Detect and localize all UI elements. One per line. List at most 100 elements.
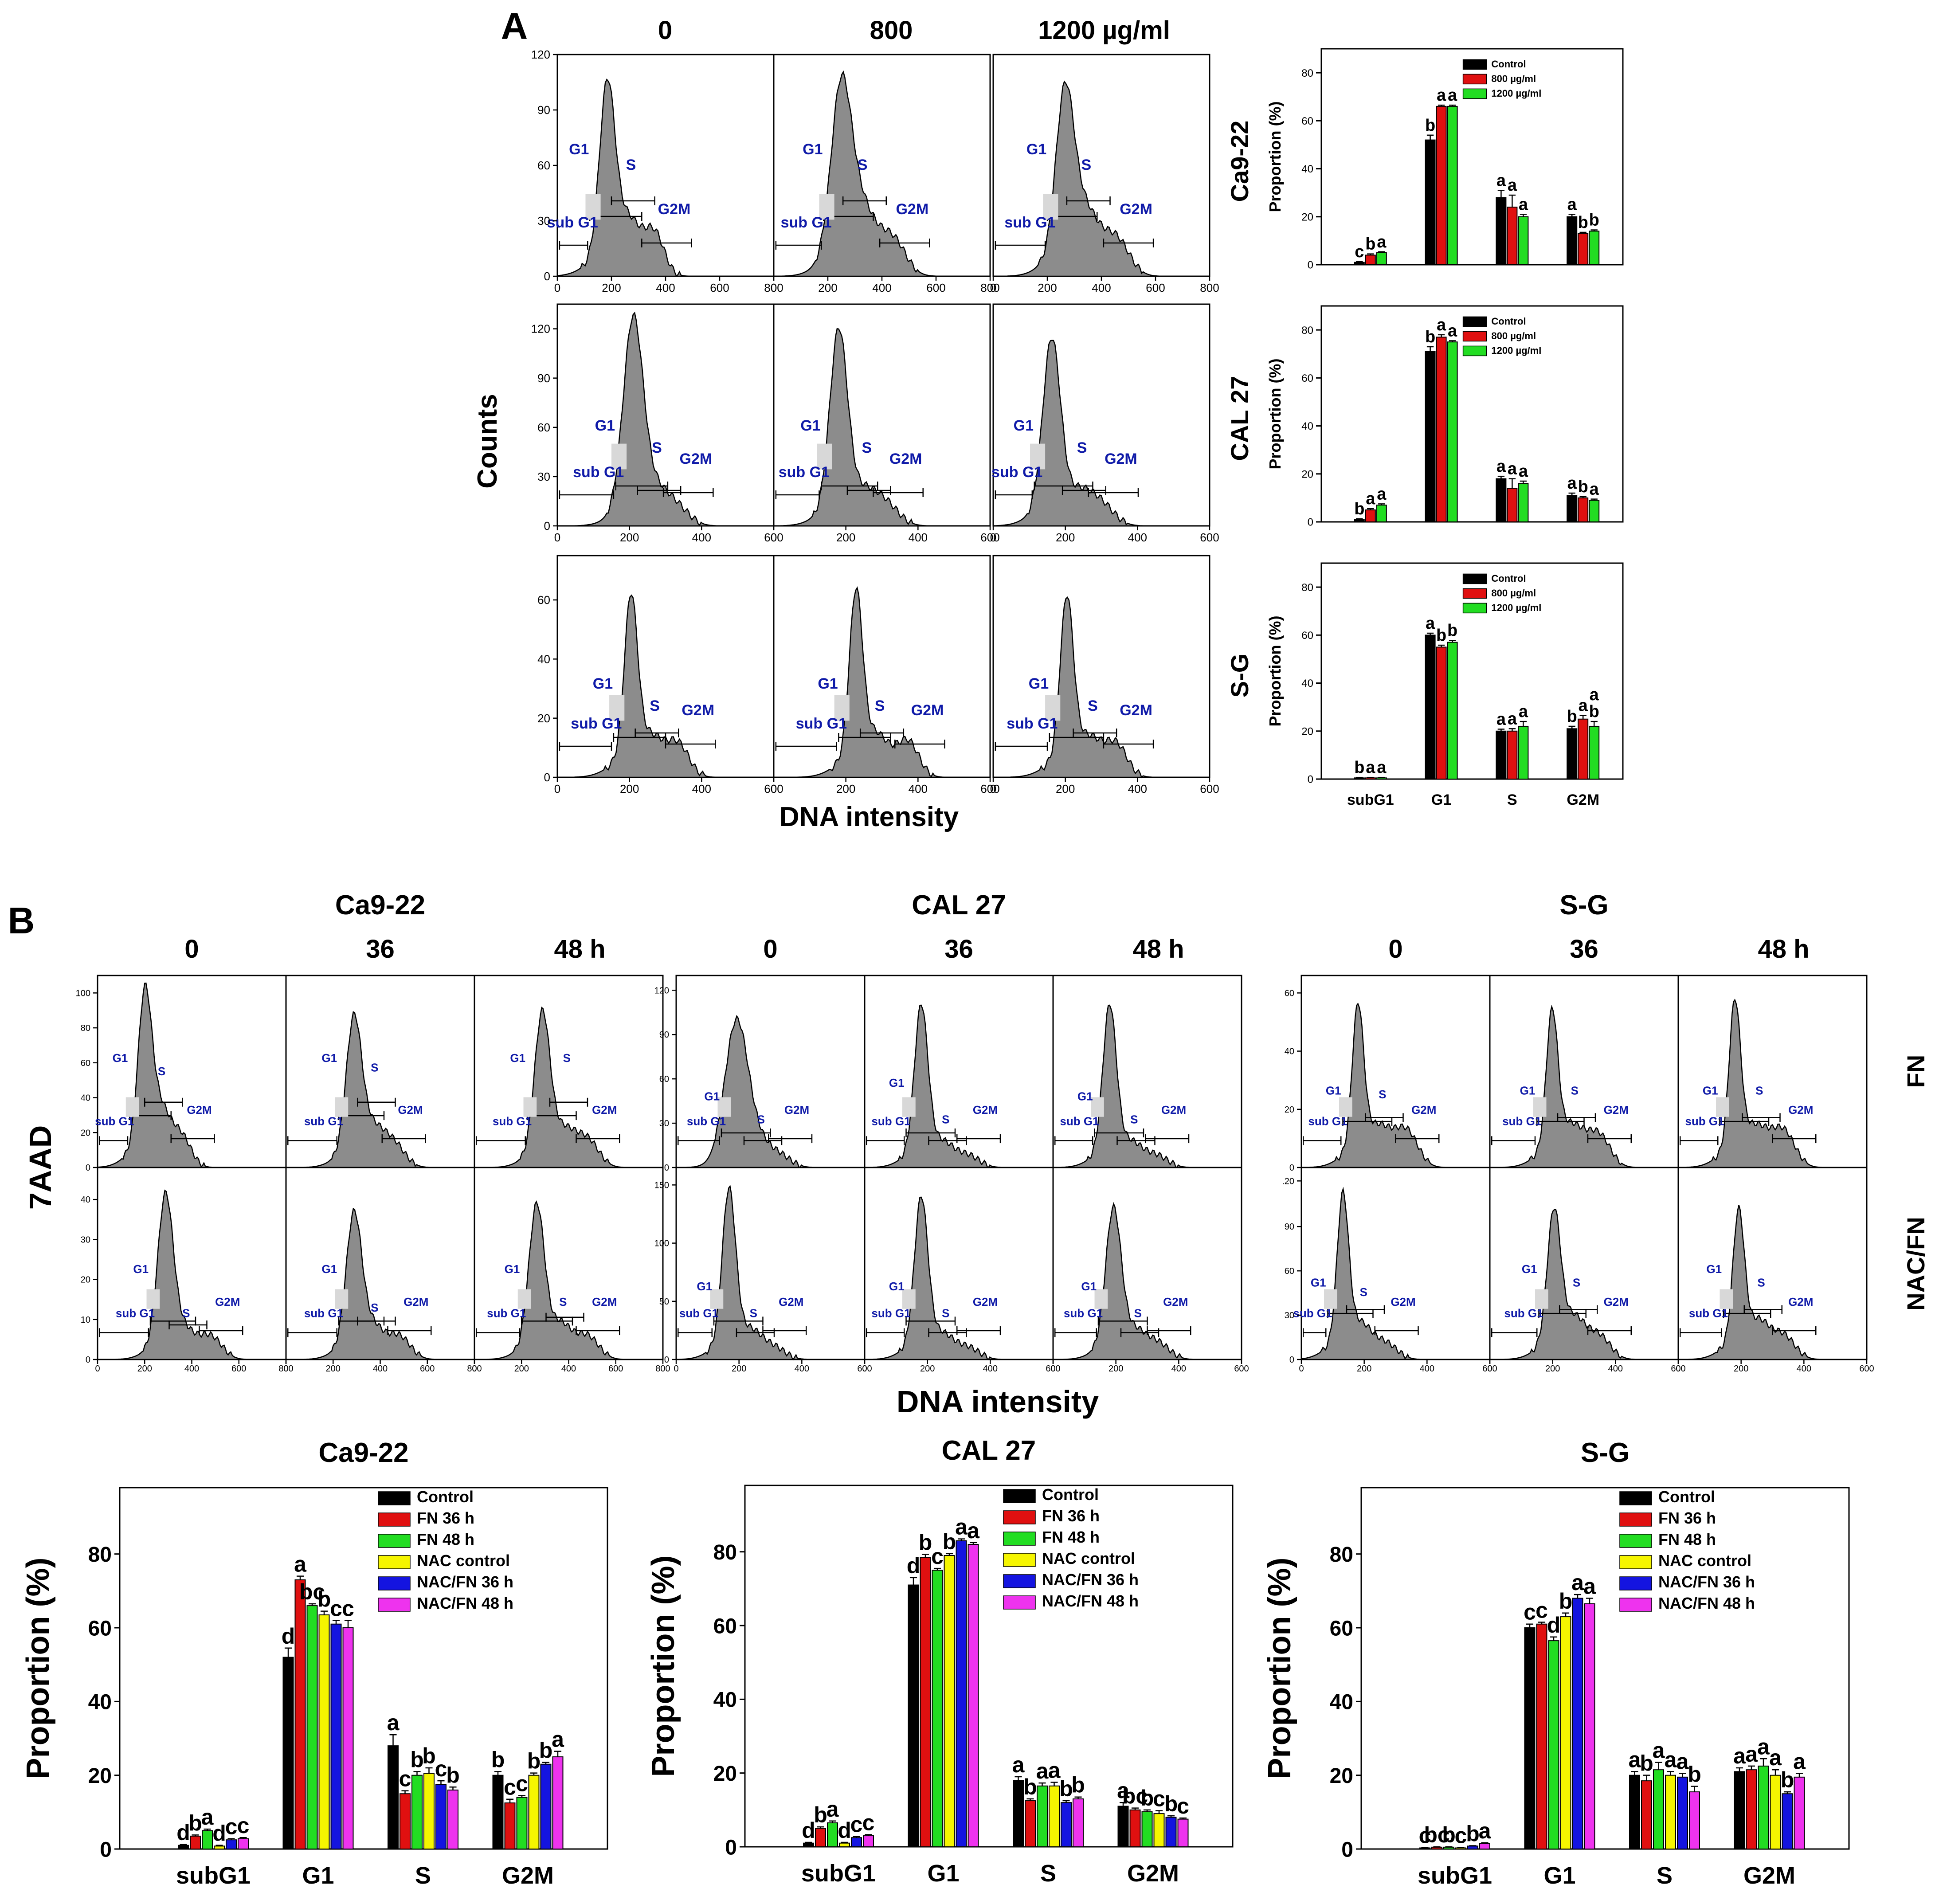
significance-letter: a: [1377, 485, 1387, 503]
a-y-tick-label: 0: [544, 270, 550, 283]
gate-highlight: [819, 194, 834, 220]
significance-letter: a: [1448, 321, 1457, 340]
b-y-tick-label: 100: [654, 1239, 669, 1249]
time-header: 48 h: [554, 935, 605, 964]
significance-letter: b: [1578, 478, 1588, 496]
gate-label-g1: G1: [1014, 417, 1034, 434]
a-x-tick-label: 0: [771, 782, 777, 795]
b-x-tick-label: 600: [1234, 1364, 1249, 1374]
category-label: G1: [1431, 791, 1451, 808]
gate-label-subg1: sub G1: [1007, 715, 1058, 732]
legend-swatch: [1462, 588, 1487, 599]
significance-letter: c: [225, 1814, 238, 1839]
a-y-tick-label: 90: [537, 372, 550, 385]
significance-letter: b: [1567, 707, 1577, 726]
a-y-tick-label: 30: [537, 470, 550, 483]
category-label: S: [1040, 1860, 1056, 1887]
gate-label-subg1: sub G1: [1689, 1307, 1728, 1320]
gate-label-g2m: G2M: [973, 1295, 998, 1309]
legend-swatch: [1003, 1574, 1036, 1588]
a-x-tick-label: 800: [764, 281, 783, 294]
histogram-plot: sub G1 G1 S G2M: [675, 1167, 866, 1360]
legend-swatch: [378, 1534, 411, 1548]
legend-swatch: [1619, 1576, 1652, 1591]
time-header: 36: [944, 935, 973, 964]
significance-letter: d: [802, 1818, 815, 1843]
gate-label-g1: G1: [1311, 1276, 1326, 1289]
histogram-area: [474, 1007, 663, 1168]
significance-letter: a: [1519, 462, 1528, 481]
gate-label-g2m: G2M: [1120, 702, 1152, 719]
legend-swatch: [1462, 603, 1487, 614]
histogram-plot: sub G1 G1 S G2M: [773, 555, 991, 778]
bar: [1365, 509, 1376, 523]
significance-letter: a: [1377, 233, 1387, 251]
significance-letter: a: [1665, 1747, 1677, 1772]
significance-letter: c: [1536, 1598, 1548, 1623]
a-x-tick-label: 200: [602, 281, 621, 294]
y-tick-label: 80: [1301, 325, 1313, 337]
significance-letter: a: [1653, 1738, 1665, 1763]
gate-label-s: S: [1755, 1084, 1763, 1097]
a-x-tick-label: 200: [1056, 782, 1075, 795]
category-label: G2M: [1567, 791, 1599, 808]
gate-highlight: [1716, 1097, 1729, 1117]
category-label: G2M: [502, 1862, 554, 1889]
b-y-tick-label: 0: [1289, 1163, 1294, 1173]
legend-swatch: [1619, 1555, 1652, 1569]
legend-swatch: [378, 1491, 411, 1505]
panel-a-xlabel: DNA intensity: [780, 802, 959, 832]
significance-letter: a: [1048, 1758, 1061, 1783]
a-y-tick-label: 120: [531, 48, 550, 61]
gate-label-g2m: G2M: [682, 702, 714, 719]
significance-letter: b: [1354, 500, 1364, 518]
b-x-tick-label: 200: [137, 1364, 152, 1374]
b-y-tick-label: 0: [86, 1163, 90, 1173]
category-label: subG1: [801, 1860, 876, 1887]
bar: [1376, 505, 1387, 522]
bar: [1641, 1780, 1652, 1849]
cell-line-label: CAL 27: [1226, 376, 1253, 461]
bar: [839, 1842, 850, 1847]
b-x-tick-label: 200: [1545, 1364, 1560, 1374]
histogram-plot: sub G1 G1 S G2M: [285, 975, 475, 1168]
gate-label-subg1: sub G1: [1502, 1115, 1541, 1128]
significance-letter: d: [907, 1553, 921, 1578]
significance-letter: a: [1508, 709, 1517, 728]
gate-label-g2m: G2M: [896, 201, 928, 218]
time-header: 36: [366, 935, 395, 964]
a-x-tick-label: 600: [710, 281, 729, 294]
y-tick-label: 60: [88, 1617, 112, 1640]
gate-label-g1: G1: [889, 1280, 905, 1293]
gate-label-g2m: G2M: [1391, 1295, 1415, 1309]
histogram-area: [992, 340, 1210, 527]
legend-entry: NAC control: [417, 1551, 510, 1570]
legend-entry: 800 µg/ml: [1491, 73, 1536, 84]
gate-label-s: S: [1130, 1113, 1138, 1126]
y-tick-label: 20: [1301, 725, 1313, 737]
dose-header: 0: [658, 16, 672, 45]
b-y-tick-label: 60: [81, 1058, 90, 1068]
gate-label-s: S: [182, 1307, 190, 1320]
legend-entry: FN 48 h: [1042, 1528, 1100, 1546]
significance-letter: d: [212, 1821, 226, 1846]
bar: [1548, 1640, 1559, 1849]
bar: [1165, 1817, 1177, 1847]
significance-letter: c: [504, 1775, 516, 1800]
legend-entry: Control: [1491, 59, 1526, 70]
y-tick-label: 40: [1301, 163, 1313, 175]
b-y-tick-label: 40: [81, 1093, 90, 1103]
gate-label-g2m: G2M: [1788, 1295, 1813, 1309]
group-title: CAL 27: [912, 890, 1006, 921]
legend-swatch: [378, 1598, 411, 1612]
gate-highlight: [1535, 1289, 1548, 1309]
bar: [214, 1845, 225, 1850]
gate-label-s: S: [1077, 439, 1087, 456]
bar: [400, 1793, 411, 1850]
histogram-area: [864, 1196, 1053, 1360]
bar: [1354, 262, 1365, 265]
gate-label-s: S: [858, 157, 868, 173]
bar: [423, 1773, 435, 1850]
group-title: S-G: [1559, 890, 1608, 921]
bar: [178, 1845, 189, 1849]
